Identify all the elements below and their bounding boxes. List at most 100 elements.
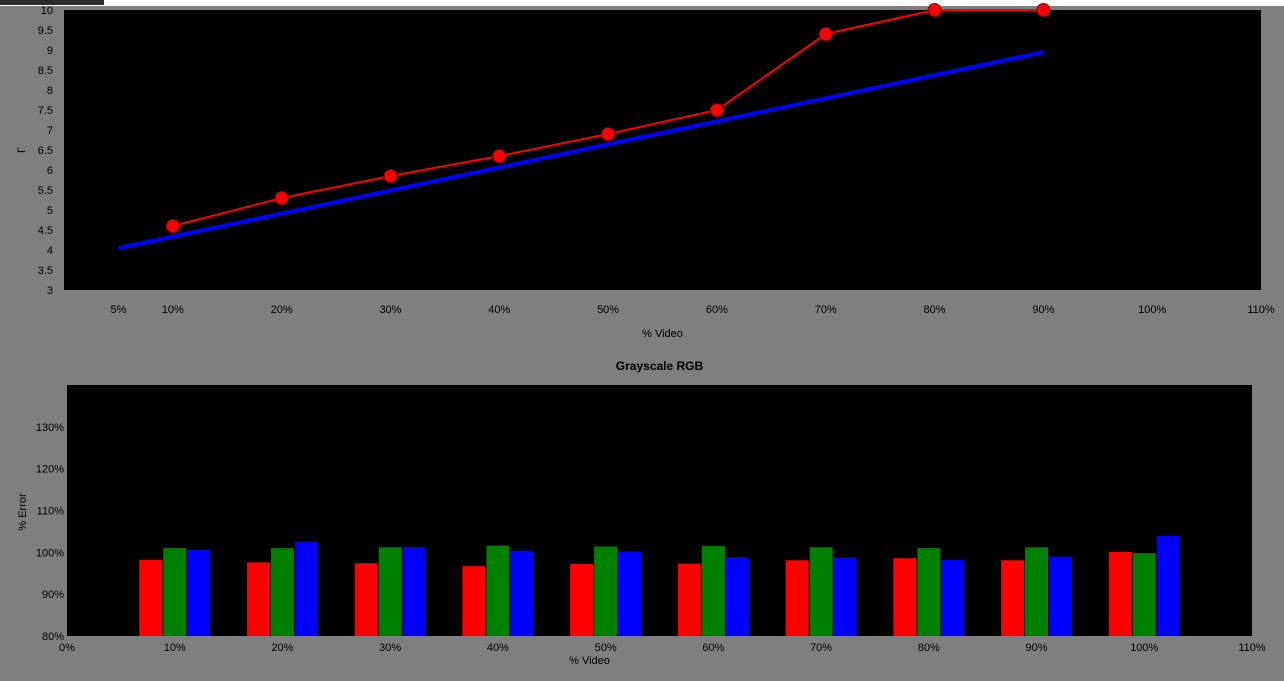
grayscale-y-axis-title: % Error (17, 493, 29, 531)
gamma-x-tick-label: 90% (1032, 304, 1054, 316)
grayscale-chart-title: Grayscale RGB (616, 359, 704, 373)
grayscale-bar (163, 548, 187, 636)
gamma-y-tick-label: 9 (47, 45, 53, 57)
grayscale-x-tick-label: 40% (487, 642, 509, 654)
gamma-x-tick-label: 20% (271, 304, 293, 316)
grayscale-y-tick-label: 130% (36, 422, 64, 434)
window-top-strip (0, 0, 1284, 6)
gamma-y-tick-label: 3 (47, 285, 53, 297)
grayscale-bar (570, 564, 594, 636)
grayscale-bar (378, 547, 402, 636)
gamma-y-tick-label: 6.5 (38, 145, 53, 157)
grayscale-bar (725, 556, 749, 636)
grayscale-bar (354, 563, 378, 636)
gamma-x-tick-label: 70% (815, 304, 837, 316)
gamma-x-tick-label: 60% (706, 304, 728, 316)
grayscale-bar (1001, 560, 1025, 636)
grayscale-bar (246, 562, 270, 636)
grayscale-x-tick-label: 70% (810, 642, 832, 654)
grayscale-x-tick-label: 0% (59, 642, 75, 654)
gamma-y-tick-label: 3.5 (38, 265, 53, 277)
grayscale-bar (941, 559, 965, 636)
grayscale-y-tick-label: 120% (36, 464, 64, 476)
grayscale-y-tick-label: 90% (42, 589, 64, 601)
gamma-data-point (165, 219, 180, 233)
grayscale-bar (594, 546, 618, 636)
grayscale-bar (1132, 553, 1156, 636)
grayscale-y-axis: 80% 90% 100% 110% 120% 130% (36, 422, 64, 643)
grayscale-bar (270, 548, 294, 636)
grayscale-bar (462, 566, 486, 636)
gamma-data-point (1036, 3, 1051, 17)
grayscale-x-tick-label: 80% (918, 642, 940, 654)
grayscale-x-tick-label: 20% (271, 642, 293, 654)
gamma-x-axis-title: % Video (642, 328, 683, 340)
grayscale-x-tick-label: 110% (1238, 642, 1266, 654)
gamma-y-tick-label: 8 (47, 85, 53, 97)
grayscale-bars (139, 536, 1180, 636)
grayscale-rgb-chart: Grayscale RGB 80% 90% 100% 110% 120% 130% 0% 1… (17, 359, 1266, 667)
grayscale-x-tick-label: 60% (702, 642, 724, 654)
grayscale-bar (1025, 547, 1049, 636)
gamma-data-point (274, 191, 289, 205)
grayscale-bar (510, 550, 534, 636)
grayscale-bar (1049, 556, 1073, 636)
grayscale-bar (486, 545, 510, 636)
gamma-chart: 3 3.5 4 4.5 5 5.5 6 6.5 7 7.5 8 8.5 9 9.5 10 5% 10% 20% 3… (16, 3, 1275, 340)
grayscale-plot-area (67, 385, 1252, 636)
grayscale-x-tick-label: 30% (379, 642, 401, 654)
gamma-x-tick-label: 10% (162, 304, 184, 316)
gamma-x-tick-label: 40% (488, 304, 510, 316)
grayscale-bar (833, 557, 857, 636)
gamma-data-point (709, 103, 724, 117)
gamma-y-tick-label: 9.5 (38, 25, 53, 37)
gamma-data-point (927, 3, 942, 17)
grayscale-x-axis-title: % Video (569, 655, 610, 667)
gamma-y-tick-label: 7.5 (38, 105, 53, 117)
gamma-y-tick-label: 6 (47, 165, 53, 177)
gamma-y-tick-label: 5 (47, 205, 53, 217)
gamma-x-tick-label: 110% (1247, 304, 1275, 316)
grayscale-bar (1156, 536, 1180, 636)
gamma-data-point (601, 127, 616, 141)
gamma-y-tick-label: 7 (47, 125, 53, 137)
gamma-series (117, 3, 1051, 250)
gamma-x-tick-label: 50% (597, 304, 619, 316)
gamma-x-tick-label: 80% (924, 304, 946, 316)
grayscale-bar (917, 548, 941, 636)
grayscale-x-tick-label: 100% (1130, 642, 1158, 654)
grayscale-y-tick-label: 100% (36, 547, 64, 559)
gamma-y-tick-label: 4 (47, 245, 53, 257)
grayscale-x-tick-label: 10% (164, 642, 186, 654)
window-tab-edge (0, 0, 104, 5)
grayscale-y-tick-label: 110% (37, 506, 65, 518)
gamma-x-axis: 5% 10% 20% 30% 40% 50% 60% 70% 80% 90% 100% 110% (110, 304, 1274, 316)
grayscale-bar (893, 558, 917, 636)
gamma-data-point (492, 149, 507, 163)
gamma-data-point (818, 27, 833, 41)
grayscale-x-axis: 0% 10% 20% 30% 40% 50% 60% 70% 80% 90% 100% 110% (59, 642, 1266, 654)
grayscale-bar (618, 551, 642, 636)
gamma-y-tick-label: 4.5 (38, 225, 53, 237)
grayscale-bar (701, 546, 725, 636)
grayscale-bar (294, 541, 318, 636)
gamma-data-point (383, 169, 398, 183)
gamma-plot-area (64, 10, 1261, 290)
gamma-y-tick-label: 8.5 (38, 65, 53, 77)
gamma-series-line-0 (117, 50, 1044, 250)
grayscale-x-tick-label: 50% (595, 642, 617, 654)
gamma-y-axis: 3 3.5 4 4.5 5 5.5 6 6.5 7 7.5 8 8.5 9 9.5 10 (38, 5, 53, 297)
gamma-x-tick-label: 100% (1138, 304, 1166, 316)
grayscale-bar (187, 549, 211, 636)
grayscale-bar (677, 563, 701, 636)
grayscale-bar (785, 560, 809, 636)
gamma-y-axis-title: Γ (16, 147, 28, 153)
grayscale-bar (1108, 551, 1132, 636)
grayscale-x-tick-label: 90% (1026, 642, 1048, 654)
grayscale-bar (809, 547, 833, 636)
gamma-x-tick-label: 30% (379, 304, 401, 316)
grayscale-bar (139, 559, 163, 636)
gamma-x-tick-label: 5% (110, 304, 126, 316)
grayscale-bar (402, 546, 426, 636)
